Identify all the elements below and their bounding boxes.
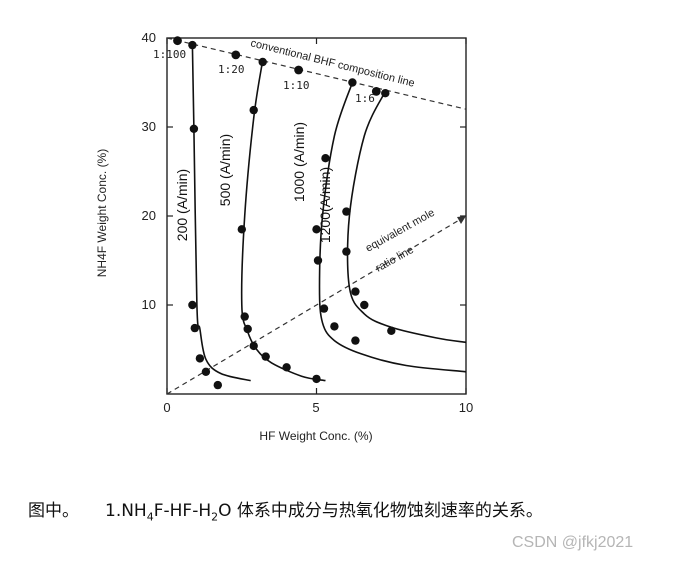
composition-point-3 [371, 87, 381, 96]
y-axis-label: NH4F Weight Conc. (%) [95, 149, 109, 277]
caption-formula-part-1: 1.NH [105, 501, 147, 521]
data-point-s0-3 [190, 323, 199, 333]
series-curve-0 [191, 45, 251, 382]
equivalent-line-arrowhead [457, 216, 466, 224]
ratio-label-1-6: 1:6 [355, 92, 375, 105]
data-point-s2-6 [351, 336, 360, 345]
ratio-label-1-100: 1:100 [153, 48, 186, 61]
data-point-s2-5 [330, 322, 339, 331]
data-point-s1-4 [243, 324, 252, 334]
csdn-watermark: CSDN @jfkj2021 [512, 534, 634, 551]
x-tick-0: 0 [163, 400, 170, 415]
composition-point-2 [294, 65, 303, 75]
composition-point-1 [231, 50, 241, 60]
series-curve-3 [346, 91, 467, 344]
data-point-s0-1 [189, 124, 199, 133]
composition-point-0 [173, 36, 182, 46]
data-point-s0-4 [195, 354, 205, 363]
reference-line-0 [166, 37, 467, 110]
ratio-label-1-10: 1:10 [283, 79, 310, 92]
y-tick-10: 10 [142, 297, 156, 312]
curve-label-500: 500 (A/min) [217, 134, 233, 206]
data-point-s2-1 [321, 154, 330, 163]
data-point-s2-0 [348, 78, 357, 87]
caption-prefix: 图中。 [28, 501, 79, 521]
series-curve-2 [318, 82, 467, 373]
data-point-s1-3 [240, 312, 249, 321]
x-tick-10: 10 [459, 400, 473, 415]
data-point-s3-5 [360, 300, 369, 310]
data-point-s2-3 [313, 256, 323, 265]
curve-label-1200: 1200(A/min) [317, 167, 333, 243]
data-point-s3-1 [381, 89, 390, 98]
data-point-s3-3 [342, 247, 351, 256]
caption-subscript-2: 2 [211, 510, 219, 524]
caption-formula-part-3: O 体系中成分与热氧化物蚀刻速率的关系。 [218, 501, 543, 521]
curve-label-1000: 1000 (A/min) [291, 122, 307, 202]
data-point-s2-4 [319, 304, 329, 313]
ratio-label-1-20: 1:20 [218, 63, 245, 76]
figure-caption: 图中。 1.NH4F-HF-H2O 体系中成分与热氧化物蚀刻速率的关系。 [28, 496, 543, 523]
reference-line-1 [166, 215, 467, 395]
data-point-s3-4 [351, 287, 360, 296]
data-point-s1-7 [282, 363, 291, 372]
data-point-s1-6 [261, 352, 270, 361]
x-axis-label: HF Weight Conc. (%) [259, 429, 372, 443]
data-point-s0-5 [201, 367, 211, 376]
data-point-s3-6 [387, 326, 396, 335]
data-point-s1-5 [249, 341, 258, 351]
y-tick-20: 20 [142, 208, 156, 223]
data-point-s0-6 [213, 380, 222, 390]
caption-formula-part-2: F-HF-H [153, 501, 212, 521]
data-point-s0-0 [188, 40, 197, 50]
data-point-s1-2 [237, 225, 246, 234]
x-tick-5: 5 [312, 400, 319, 415]
data-point-s1-0 [258, 57, 267, 67]
curve-label-200: 200 (A/min) [174, 169, 190, 241]
equivalent-line-label-1: equivalent mole [364, 207, 437, 255]
y-tick-30: 30 [142, 119, 156, 134]
y-tick-40: 40 [142, 30, 156, 45]
data-point-s1-1 [249, 105, 258, 115]
caption-subscript-4: 4 [146, 510, 154, 524]
data-point-s3-2 [342, 207, 351, 216]
data-point-s0-2 [188, 300, 197, 310]
data-point-s1-8 [312, 374, 321, 384]
chart: 40 30 20 10 0 5 10 HF Weight Conc. (%) N… [95, 30, 473, 443]
data-point-s2-2 [312, 225, 321, 234]
